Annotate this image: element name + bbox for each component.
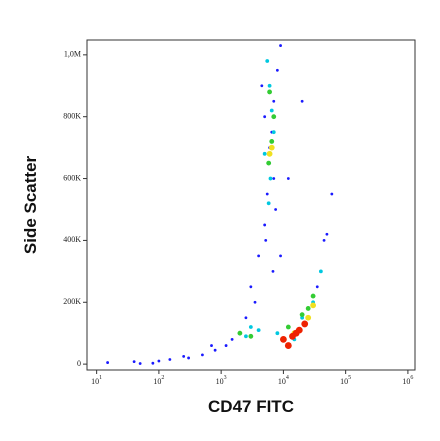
x-tick-label: 103 [216, 375, 227, 385]
point [265, 59, 270, 63]
y-tick-label: 200K [63, 297, 81, 306]
point [266, 160, 272, 166]
point [266, 150, 273, 157]
point [271, 269, 275, 273]
point [266, 201, 271, 206]
point [210, 344, 213, 347]
x-tick-label: 101 [91, 375, 102, 385]
point [265, 192, 269, 196]
point [279, 254, 282, 258]
point [284, 342, 292, 349]
point [151, 361, 155, 365]
point [271, 130, 276, 135]
point [269, 139, 275, 144]
point [271, 114, 277, 120]
point [230, 337, 234, 341]
x-tick-exponent: 3 [224, 375, 227, 381]
x-tick-exponent: 2 [161, 375, 164, 381]
y-tick-label: 1,0M [64, 50, 81, 59]
x-tick-base: 10 [153, 377, 161, 386]
point [168, 358, 172, 361]
point [318, 269, 323, 274]
x-tick-exponent: 1 [99, 375, 102, 381]
x-tick-base: 10 [91, 377, 99, 386]
x-tick-base: 10 [340, 377, 348, 386]
point [310, 302, 317, 309]
point [305, 306, 311, 311]
point [201, 353, 204, 357]
point [279, 44, 282, 47]
point [330, 192, 334, 196]
point [224, 344, 228, 347]
y-tick-label: 400K [63, 235, 81, 244]
point [237, 330, 243, 336]
x-tick-label: 105 [340, 375, 351, 385]
point [292, 329, 300, 337]
point [272, 99, 276, 103]
point [286, 177, 290, 180]
point [280, 335, 287, 343]
point [274, 208, 278, 211]
point [132, 360, 136, 364]
x-tick-label: 106 [402, 375, 413, 385]
y-tick-label: 600K [63, 173, 81, 182]
point [260, 84, 264, 88]
point [310, 293, 316, 299]
x-tick-exponent: 6 [410, 375, 413, 381]
point [267, 89, 272, 95]
y-axis-title: Side Scatter [21, 155, 40, 254]
point [106, 361, 110, 364]
point [267, 83, 272, 88]
point [257, 254, 261, 258]
point [248, 333, 254, 339]
point [213, 348, 217, 352]
point [263, 223, 267, 227]
point [325, 232, 329, 236]
point [322, 239, 326, 242]
point [300, 99, 304, 103]
point [268, 176, 273, 181]
x-tick-label: 104 [278, 375, 289, 385]
x-tick-base: 10 [278, 377, 286, 386]
point [263, 115, 267, 119]
point [256, 328, 261, 333]
point [249, 285, 253, 289]
x-tick-base: 10 [216, 377, 224, 386]
point [138, 362, 142, 365]
point [248, 325, 253, 329]
point [305, 314, 312, 321]
point [285, 324, 291, 330]
x-tick-exponent: 5 [348, 375, 351, 381]
y-tick-label: 800K [63, 112, 81, 121]
point [269, 108, 274, 113]
point [253, 300, 257, 304]
point [315, 285, 319, 289]
y-tick-label: 0 [77, 359, 81, 368]
x-tick-label: 102 [153, 375, 164, 385]
plot-frame [86, 39, 416, 371]
point [157, 359, 161, 363]
point [301, 320, 309, 328]
point [275, 331, 280, 336]
point [244, 334, 248, 339]
point [268, 144, 275, 151]
point [182, 354, 186, 358]
point [262, 151, 267, 156]
point [272, 177, 276, 180]
point [299, 312, 305, 318]
point [264, 239, 268, 242]
point [187, 356, 190, 360]
point [275, 68, 279, 72]
x-axis-title: CD47 FITC [208, 397, 294, 416]
x-tick-exponent: 4 [286, 375, 289, 381]
point [244, 316, 248, 320]
x-tick-base: 10 [402, 377, 410, 386]
